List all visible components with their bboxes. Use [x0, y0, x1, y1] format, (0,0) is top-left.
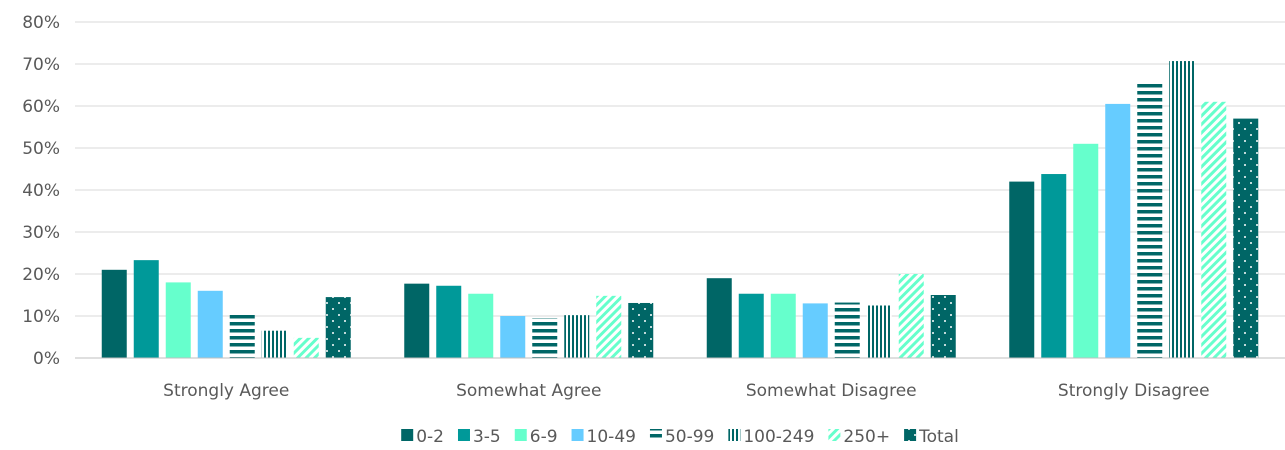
bar-5099-somewhat-disagree [834, 302, 860, 358]
legend-swatch [904, 429, 917, 441]
legend-label: 0-2 [416, 427, 444, 447]
gridlines [75, 21, 1285, 317]
x-category-label: Somewhat Agree [456, 381, 601, 401]
legend-item: 10-49 [571, 427, 636, 447]
bar-35-strongly-disagree [1041, 174, 1067, 358]
bar-Total-somewhat-disagree [930, 295, 956, 358]
bar-250-strongly-disagree [1201, 101, 1227, 359]
y-tick-label: 0% [33, 349, 60, 369]
legend-swatch [828, 429, 841, 441]
legend: 0-2 3-5 6-9 10-49 50-99 100-249 250+ Total [401, 427, 959, 447]
x-category-label: Strongly Disagree [1058, 381, 1210, 401]
legend-label: 10-49 [587, 427, 636, 447]
legend-item: 0-2 [401, 427, 444, 447]
legend-label: 100-249 [743, 427, 814, 447]
bar-250-somewhat-agree [596, 295, 622, 358]
x-category-label: Somewhat Disagree [746, 381, 917, 401]
legend-label: Total [918, 427, 959, 447]
legend-label: 3-5 [473, 427, 501, 447]
bar-Total-strongly-disagree [1233, 118, 1259, 358]
bar-Total-strongly-agree [325, 297, 351, 358]
x-axis: Strongly Agree Somewhat Agree Somewhat Dis… [75, 357, 1285, 401]
legend-item: 100-249 [728, 427, 814, 447]
legend-swatch [571, 429, 584, 441]
legend-label: 50-99 [665, 427, 714, 447]
bar-100249-somewhat-disagree [866, 305, 892, 358]
y-axis: 0% 10% 20% 30% 40% 50% 60% 70% 80% [22, 13, 60, 369]
legend-swatch [649, 429, 662, 441]
bar-02-strongly-disagree [1009, 181, 1035, 358]
bars [101, 61, 1259, 359]
legend-item: 250+ [828, 427, 890, 447]
legend-swatch [401, 429, 414, 441]
legend-item: 3-5 [457, 427, 501, 447]
bar-02-somewhat-disagree [706, 278, 732, 358]
y-tick-label: 70% [22, 55, 60, 75]
bar-1049-strongly-agree [197, 290, 223, 358]
bar-Total-somewhat-agree [628, 302, 654, 358]
y-tick-label: 40% [22, 181, 60, 201]
bar-69-strongly-disagree [1073, 143, 1099, 358]
bar-69-strongly-agree [165, 282, 191, 358]
y-tick-label: 30% [22, 223, 60, 243]
y-tick-label: 10% [22, 307, 60, 327]
bar-250-somewhat-disagree [898, 274, 924, 358]
legend-label: 250+ [843, 427, 890, 447]
bar-35-somewhat-disagree [738, 293, 764, 358]
legend-item: 50-99 [649, 427, 714, 447]
legend-item: 6-9 [514, 427, 558, 447]
bar-5099-strongly-agree [229, 313, 255, 358]
bar-02-somewhat-agree [404, 283, 430, 358]
legend-swatch [514, 429, 527, 441]
y-tick-label: 80% [22, 13, 60, 33]
y-tick-label: 20% [22, 265, 60, 285]
bar-1049-strongly-disagree [1105, 103, 1131, 359]
bar-35-somewhat-agree [436, 285, 462, 358]
bar-5099-strongly-disagree [1137, 80, 1163, 359]
bar-69-somewhat-disagree [770, 293, 796, 358]
x-category-label: Strongly Agree [163, 381, 289, 401]
bar-69-somewhat-agree [468, 293, 494, 358]
legend-item: Total [904, 427, 959, 447]
bar-35-strongly-agree [133, 260, 159, 358]
bar-100249-strongly-disagree [1169, 61, 1195, 359]
bar-100249-somewhat-agree [564, 315, 590, 358]
bar-100249-strongly-agree [261, 330, 287, 358]
bar-02-strongly-agree [101, 269, 127, 358]
legend-swatch [728, 429, 741, 441]
bar-5099-somewhat-agree [532, 318, 558, 358]
y-tick-label: 50% [22, 139, 60, 159]
legend-label: 6-9 [530, 427, 558, 447]
bar-1049-somewhat-disagree [802, 303, 828, 358]
y-tick-label: 60% [22, 97, 60, 117]
bar-250-strongly-agree [293, 337, 319, 358]
legend-swatch [457, 429, 470, 441]
bar-1049-somewhat-agree [500, 316, 526, 358]
